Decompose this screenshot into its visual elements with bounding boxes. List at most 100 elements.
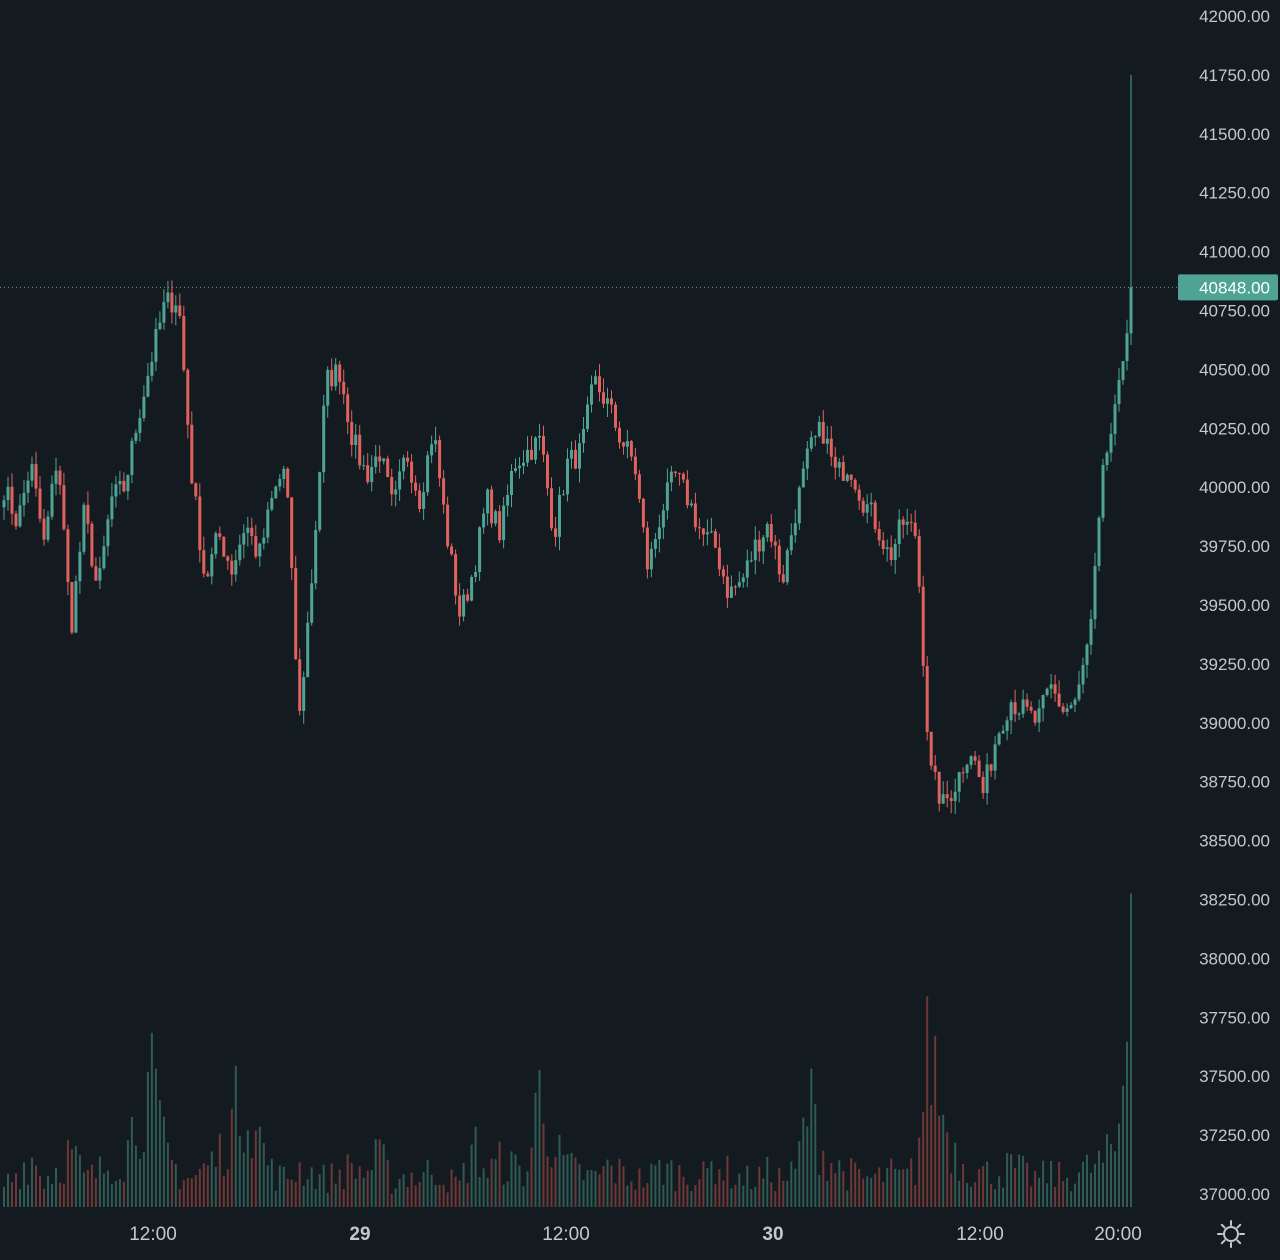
volume-bar <box>166 1142 169 1207</box>
candle-body <box>374 456 378 467</box>
candle-body <box>294 568 298 660</box>
candle-body <box>562 494 565 496</box>
candle-body <box>310 583 314 623</box>
candle-body <box>446 504 450 547</box>
volume-bar <box>278 1165 281 1207</box>
candle-body <box>370 467 374 483</box>
candle-body <box>298 659 302 711</box>
candle-body <box>322 405 326 473</box>
volume-bar <box>510 1151 513 1207</box>
candle-body <box>1077 684 1081 700</box>
volume-bar <box>482 1168 485 1207</box>
candle-body <box>1045 688 1049 695</box>
volume-bar <box>1038 1177 1041 1207</box>
candle-body <box>186 369 190 425</box>
candle-body <box>873 502 877 530</box>
volume-bar <box>614 1183 617 1207</box>
candle-body <box>358 434 362 466</box>
candle-body <box>166 292 170 303</box>
volume-bar <box>198 1168 201 1207</box>
candle-body <box>402 457 406 472</box>
volume-bar <box>566 1154 569 1207</box>
candle-body <box>258 543 262 557</box>
candle-body <box>1017 713 1021 715</box>
candle-body <box>721 569 725 577</box>
volume-bar <box>658 1159 661 1207</box>
candle-body <box>1061 706 1065 712</box>
candle-body <box>777 545 781 575</box>
volume-bar <box>590 1170 593 1207</box>
candle-body <box>1037 708 1041 723</box>
volume-bar <box>1042 1160 1045 1207</box>
candle-body <box>1093 566 1097 620</box>
volume-bar <box>526 1171 529 1207</box>
volume-bar <box>978 1169 981 1207</box>
candle-body <box>1041 695 1045 709</box>
volume-bar <box>786 1180 789 1207</box>
candle-body <box>649 548 653 570</box>
time-axis[interactable]: 12:00 29 12:00 30 12:00 20:00 <box>129 1224 1142 1245</box>
volume-bar <box>966 1183 969 1207</box>
volume-bar <box>938 1115 941 1207</box>
candle-body <box>430 444 434 456</box>
candle-body <box>126 474 130 492</box>
volume-bar <box>646 1183 649 1207</box>
candle-body <box>753 539 757 561</box>
volume-bar <box>654 1165 657 1207</box>
price-axis[interactable]: 42000.00 41750.00 41500.00 41250.00 41000.00… <box>1199 7 1270 1204</box>
volume-bar <box>678 1165 681 1207</box>
volume-bar <box>474 1126 477 1207</box>
candle-body <box>2 500 6 508</box>
candle-body <box>909 521 913 523</box>
volume-bar <box>1082 1161 1084 1207</box>
candle-body <box>713 531 717 548</box>
candle-body <box>270 498 274 510</box>
price-tick-label: 38500.00 <box>1199 832 1270 851</box>
volume-bar <box>266 1165 269 1207</box>
time-tick-label: 29 <box>349 1224 370 1245</box>
candle-body <box>606 398 609 404</box>
candle-body <box>398 471 402 490</box>
price-tick-label: 40250.00 <box>1199 419 1270 438</box>
candle-body <box>386 458 390 477</box>
volume-bar <box>790 1161 793 1207</box>
candle-body <box>134 432 138 441</box>
volume-bar <box>674 1191 677 1207</box>
candle-body <box>622 442 625 447</box>
candle-body <box>382 458 386 462</box>
candle-body <box>118 480 122 485</box>
volume-bar <box>862 1178 865 1207</box>
candle-body <box>737 582 741 587</box>
volume-bar <box>366 1170 369 1207</box>
volume-bar <box>1018 1154 1021 1207</box>
candle-body <box>26 480 30 493</box>
candle-body <box>1029 706 1033 711</box>
candle-body <box>957 772 961 792</box>
candle-body <box>865 504 869 513</box>
volume-bar <box>694 1185 697 1207</box>
candle-body <box>154 329 158 362</box>
candle-body <box>598 376 601 393</box>
volume-bar <box>662 1184 665 1207</box>
price-tick-label: 39250.00 <box>1199 655 1270 674</box>
volume-bar <box>822 1150 825 1207</box>
candle-body <box>262 537 266 544</box>
settings-gear-icon[interactable] <box>1216 1219 1246 1249</box>
volume-bar <box>362 1177 365 1207</box>
candle-body <box>542 435 545 455</box>
candle-body <box>693 503 697 528</box>
volume-bar <box>534 1092 537 1207</box>
volume-bar <box>1026 1162 1029 1207</box>
time-tick-label: 30 <box>762 1224 783 1245</box>
volume-bar <box>398 1179 401 1207</box>
volume-bar <box>726 1155 729 1207</box>
volume-bar <box>19 1189 21 1207</box>
volume-bar <box>722 1180 725 1207</box>
candle-body <box>1057 693 1061 707</box>
candle-body <box>490 489 494 524</box>
volume-bar <box>502 1184 505 1207</box>
candle-body <box>70 582 74 633</box>
candle-body <box>1089 619 1093 645</box>
volume-bar <box>406 1187 409 1207</box>
